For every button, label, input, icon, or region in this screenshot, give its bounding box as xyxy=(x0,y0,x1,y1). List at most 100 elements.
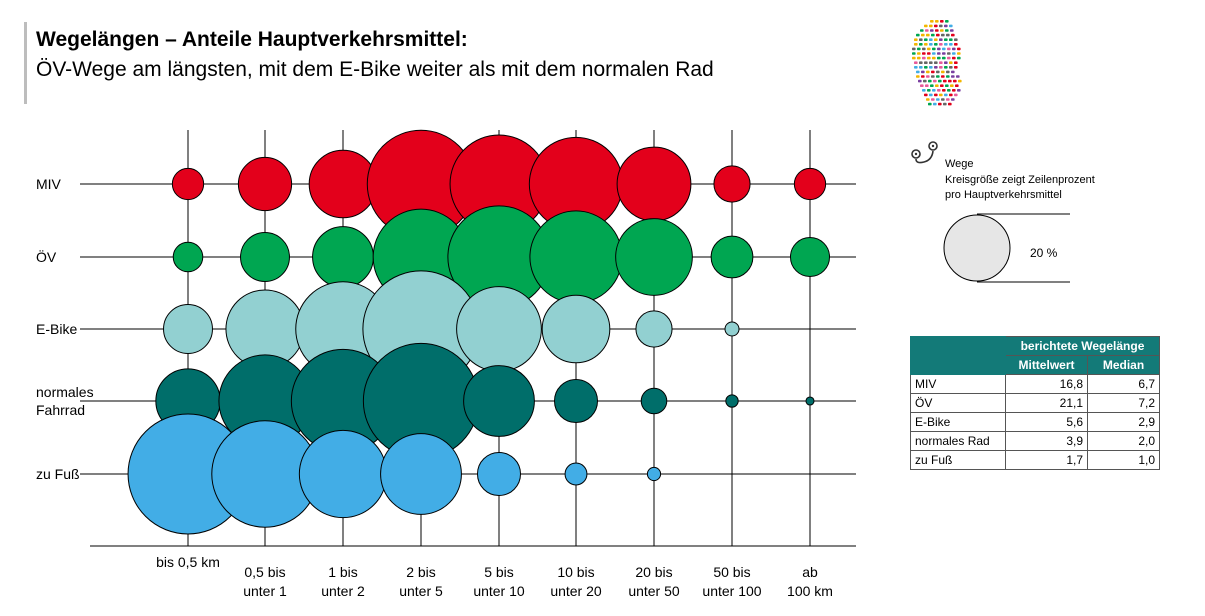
logo-vehicle-dot xyxy=(940,20,944,23)
logo-vehicle-dot xyxy=(912,47,916,51)
bubble xyxy=(793,167,827,201)
logo-vehicle-dot xyxy=(941,70,945,74)
logo-vehicle-dot xyxy=(929,43,933,46)
column-label: unter 10 xyxy=(473,583,525,599)
logo-vehicle-dot xyxy=(916,70,920,74)
logo-vehicle-dot xyxy=(927,47,931,51)
logo-vehicle-dot xyxy=(926,70,930,74)
logo-vehicle-dot xyxy=(952,89,956,92)
logo-vehicle-dot xyxy=(919,66,923,69)
logo-vehicle-dot xyxy=(937,56,941,60)
logo-vehicle-dot xyxy=(956,75,960,78)
logo-vehicle-dot xyxy=(942,47,946,51)
bubble xyxy=(163,304,213,354)
bubble xyxy=(298,429,388,519)
logo-vehicle-dot xyxy=(920,84,924,87)
logo-vehicle-dot xyxy=(926,75,930,78)
table-col-header-median: Median xyxy=(1087,355,1160,375)
legend-subtitle-line: pro Hauptverkehrsmittel xyxy=(945,189,1062,201)
column-label: 1 bis xyxy=(328,564,358,580)
legend-subtitle-line: Kreisgröße zeigt Zeilenprozent xyxy=(945,174,1095,186)
logo-vehicle-dot xyxy=(935,29,939,32)
logo-vehicle-dot xyxy=(939,61,943,64)
logo-vehicle-dot xyxy=(938,102,942,106)
logo-vehicle-dot xyxy=(957,52,961,55)
logo-vehicle-dot xyxy=(914,43,918,46)
table-row: zu Fuß 1,7 1,0 xyxy=(910,450,1160,470)
logo-vehicle-dot xyxy=(941,98,945,101)
logo-vehicle-dot xyxy=(927,56,931,60)
logo-vehicle-dot xyxy=(918,79,922,83)
table-corner xyxy=(910,336,1006,375)
logo-vehicle-dot xyxy=(946,70,950,74)
logo-vehicle-dot xyxy=(952,47,956,51)
logo-vehicle-dot xyxy=(912,56,916,60)
logo-vehicle-dot xyxy=(924,43,928,46)
bubble xyxy=(172,241,204,273)
bubble xyxy=(237,156,293,212)
logo-vehicle-dot xyxy=(922,89,926,92)
logo-vehicle-dot xyxy=(932,47,936,51)
logo-vehicle-dot xyxy=(934,38,938,41)
table-cell-median: 6,7 xyxy=(1087,374,1160,394)
bubble xyxy=(463,365,535,437)
logo-vehicle-dot xyxy=(953,79,957,83)
legend-circle-label: 20 % xyxy=(1030,246,1058,260)
logo-vehicle-dot xyxy=(939,38,943,41)
logo-vehicle-dot xyxy=(939,43,943,46)
logo-vehicle-dot xyxy=(951,98,955,101)
logo-vehicle-dot xyxy=(934,66,938,69)
bubble xyxy=(646,466,662,482)
column-label: 5 bis xyxy=(484,564,514,580)
logo-vehicle-dot xyxy=(924,93,928,97)
bubble xyxy=(308,149,378,219)
column-label: 20 bis xyxy=(635,564,672,580)
logo-vehicle-dot xyxy=(917,56,921,60)
row-label: ÖV xyxy=(36,248,57,265)
logo-vehicle-dot xyxy=(933,102,937,106)
logo-vehicle-dot xyxy=(917,47,921,51)
bubble xyxy=(456,286,542,372)
logo-vehicle-dot xyxy=(939,93,943,97)
logo-vehicle-dot xyxy=(935,20,939,23)
logo-vehicle-dot xyxy=(936,98,940,101)
bubble xyxy=(553,378,599,424)
legend-subtitle: Kreisgröße zeigt Zeilenprozent pro Haupt… xyxy=(945,173,1145,203)
table-cell-mean: 16,8 xyxy=(1005,374,1088,394)
logo-vehicle-dot xyxy=(929,38,933,41)
bubble xyxy=(312,226,374,288)
logo-vehicle-dot xyxy=(949,66,953,69)
bubble xyxy=(635,310,673,348)
logo-vehicle-dot xyxy=(934,61,938,64)
logo-vehicle-dot xyxy=(930,29,934,32)
logo-vehicle-dot xyxy=(924,24,928,28)
logo-vehicle-dot xyxy=(937,89,941,92)
table-row-label: normales Rad xyxy=(910,431,1006,451)
logo-vehicle-dot xyxy=(945,29,949,32)
table-group-header: berichtete Wegelänge xyxy=(1005,336,1160,356)
logo-vehicle-dot xyxy=(951,70,955,74)
logo-vehicle-dot xyxy=(946,98,950,101)
logo-vehicle-dot xyxy=(937,52,941,55)
table-cell-mean: 5,6 xyxy=(1005,412,1088,432)
logo-vehicle-dot xyxy=(949,61,953,64)
bubble xyxy=(713,165,751,203)
bubble xyxy=(724,321,740,337)
table-row: normales Rad 3,9 2,0 xyxy=(910,431,1160,451)
logo-vehicle-dot xyxy=(951,75,955,78)
logo-vehicle-dot xyxy=(947,89,951,92)
logo-vehicle-dot xyxy=(946,33,950,37)
logo-vehicle-dot xyxy=(924,38,928,41)
bubble xyxy=(805,396,815,406)
logo-vehicle-dot xyxy=(930,20,934,23)
logo-vehicle-dot xyxy=(949,24,953,28)
logo-vehicle-dot xyxy=(947,56,951,60)
row-label: Fahrrad xyxy=(36,402,85,418)
logo-vehicle-dot xyxy=(947,52,951,55)
logo-vehicle-dot xyxy=(948,102,952,106)
logo-vehicle-dot xyxy=(922,47,926,51)
table-row-label: E-Bike xyxy=(910,412,1006,432)
logo-vehicle-dot xyxy=(931,75,935,78)
logo-vehicle-dot xyxy=(949,38,953,41)
logo-vehicle-dot xyxy=(940,84,944,87)
